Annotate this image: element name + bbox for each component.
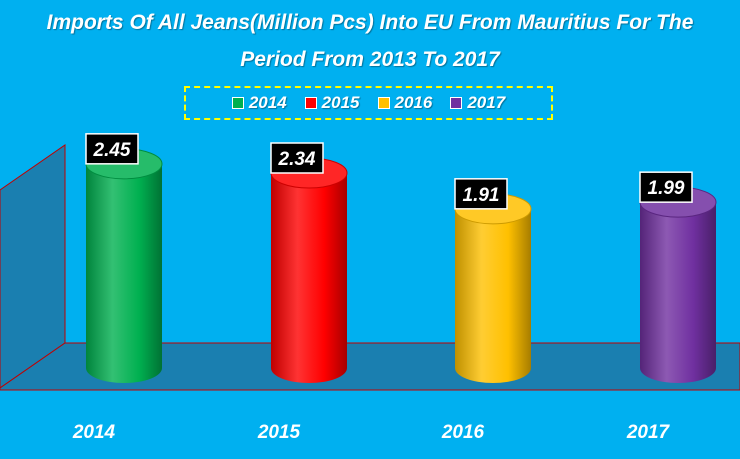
data-label-2017: 1.99 <box>648 178 685 199</box>
chart-floor <box>0 342 740 391</box>
legend-label-2016: 2016 <box>394 93 433 112</box>
data-label-box-2014 <box>85 133 139 165</box>
legend-item-2016: 2016 <box>377 93 433 113</box>
data-label-2015: 2.34 <box>278 149 316 170</box>
bar-2014 <box>86 163 162 383</box>
x-tick-label-2014: 2014 <box>72 422 116 443</box>
data-label-box-2015 <box>270 142 324 174</box>
legend-swatch-2017 <box>450 97 463 109</box>
chart-title-line-1: Imports Of All Jeans(Million Pcs) Into E… <box>46 11 694 34</box>
legend-swatch-2014 <box>231 97 244 109</box>
bar-2017 <box>640 202 716 383</box>
chart-legend: 2014 2015 2016 2017 <box>184 86 553 120</box>
data-label-2016: 1.91 <box>463 185 500 206</box>
data-label-2014: 2.45 <box>93 140 131 161</box>
bar-2016 <box>455 208 531 383</box>
legend-item-2017: 2017 <box>450 93 505 113</box>
legend-label-2014: 2014 <box>248 93 287 112</box>
legend-item-2015: 2015 <box>304 93 360 113</box>
x-tick-label-2016: 2016 <box>441 422 485 443</box>
legend-label-2017: 2017 <box>467 93 506 112</box>
legend-swatch-2016 <box>377 97 390 109</box>
bar-2015 <box>271 173 347 383</box>
chart-title-line-2: Period From 2013 To 2017 <box>240 48 500 71</box>
x-tick-label-2015: 2015 <box>257 422 301 443</box>
legend-item-2014: 2014 <box>231 93 287 113</box>
data-label-box-2016 <box>454 178 508 210</box>
x-tick-label-2017: 2017 <box>626 422 671 443</box>
legend-swatch-2015 <box>304 97 317 109</box>
legend-label-2015: 2015 <box>321 93 360 112</box>
data-label-box-2017 <box>639 171 693 203</box>
